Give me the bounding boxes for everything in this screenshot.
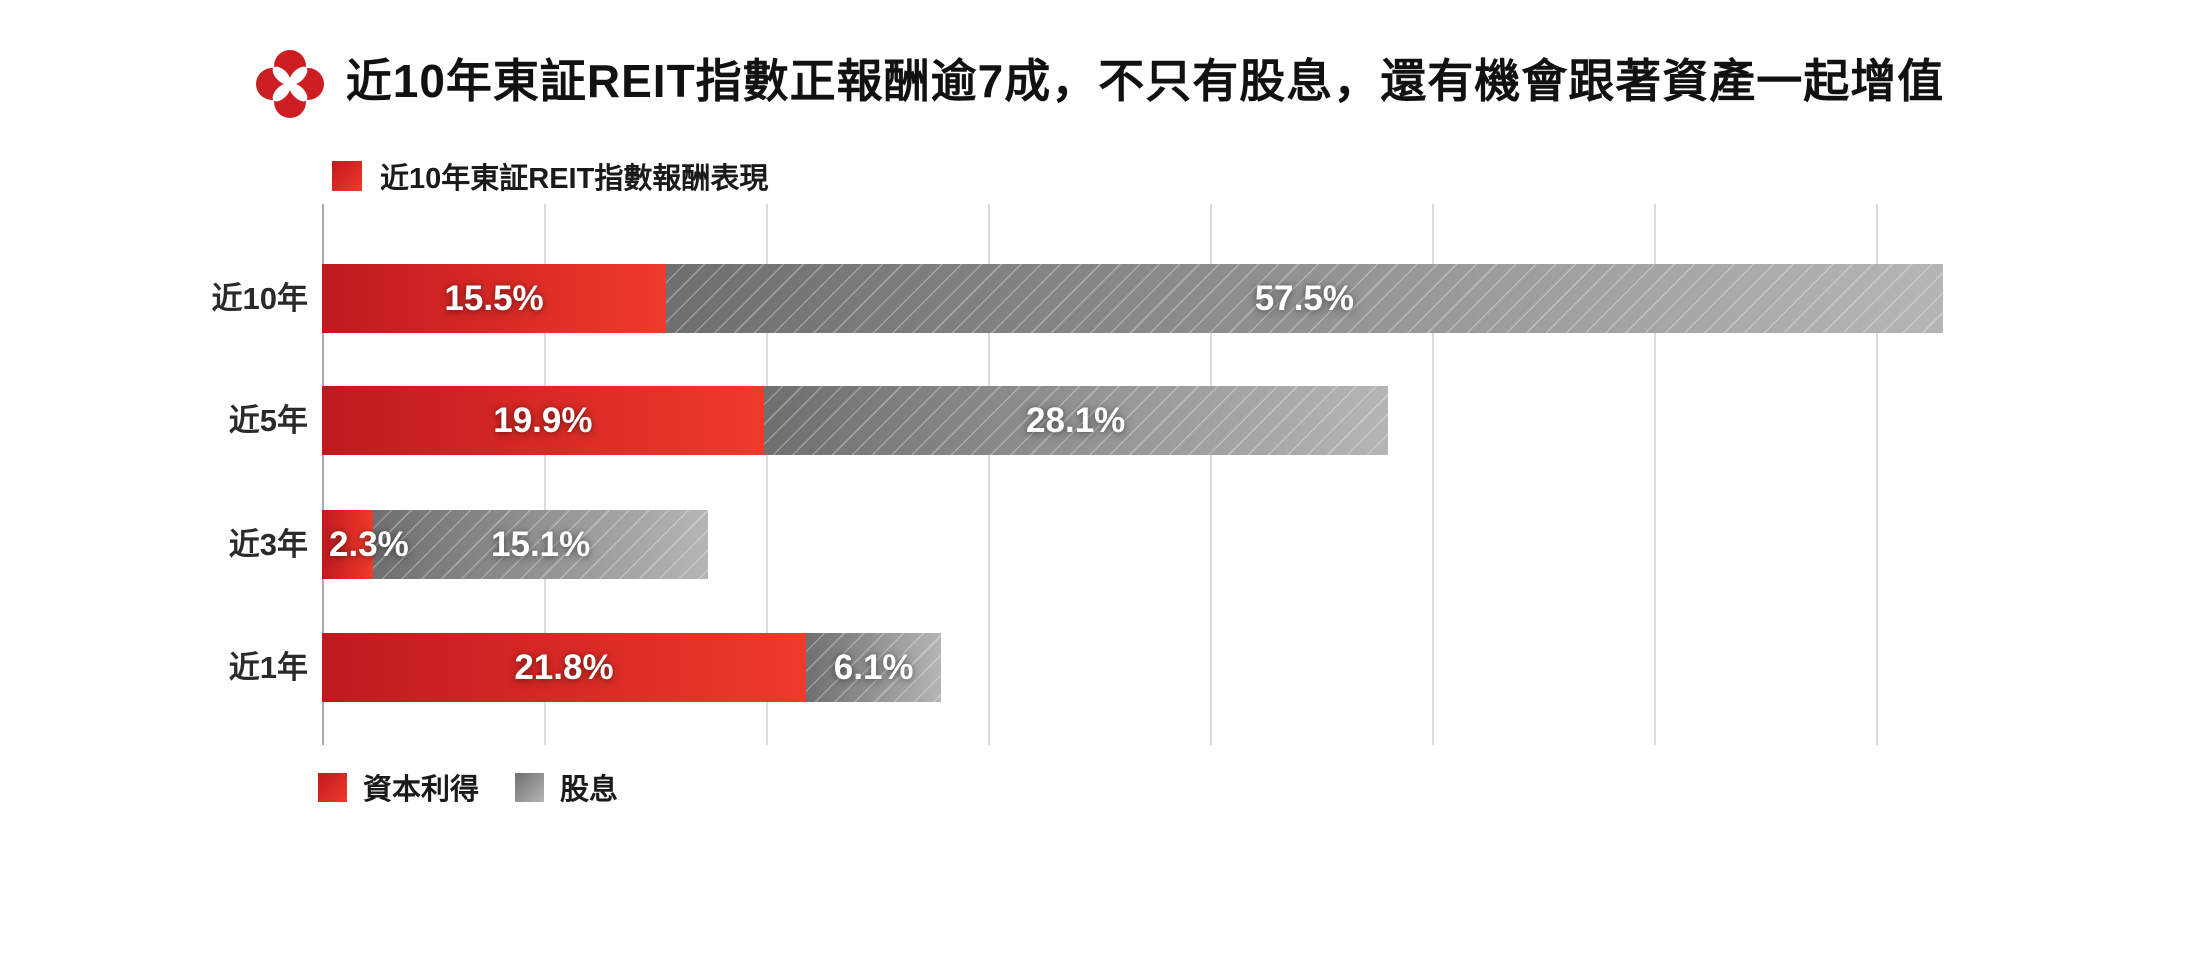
header: 近10年東証REIT指數正報酬逾7成，不只有股息，還有機會跟著資產一起增值: [0, 44, 2200, 118]
bar-track: 2.3% 15.1%: [322, 510, 2098, 579]
page-title: 近10年東証REIT指數正報酬逾7成，不只有股息，還有機會跟著資產一起增值: [345, 55, 1945, 107]
category-label: 近10年: [211, 281, 308, 316]
bar-track: 19.9% 28.1%: [322, 386, 2098, 455]
legend-item-label: 資本利得: [363, 774, 480, 806]
series-legend: 資本利得 股息: [318, 766, 618, 808]
gridline: [1876, 204, 1878, 745]
bar-segment-red: 15.5%: [322, 264, 667, 333]
chart-subtitle-legend: 近10年東証REIT指數報酬表現: [332, 155, 768, 197]
value-label: 21.8%: [514, 647, 614, 687]
bar-row: 近10年 15.5% 57.5%: [212, 264, 2098, 333]
bar-segment-gray: 57.5%: [666, 264, 1943, 333]
category-label: 近5年: [228, 403, 308, 438]
shin-kong-flower-logo-icon: [255, 50, 324, 118]
bar-segment-gray: 6.1%: [805, 633, 942, 702]
value-label: 6.1%: [833, 647, 914, 687]
value-label: 19.9%: [493, 400, 593, 440]
bar-row: 近5年 19.9% 28.1%: [229, 386, 2098, 455]
legend-item: 資本利得: [318, 766, 479, 808]
gridline: [1432, 204, 1434, 745]
red-swatch-icon: [318, 772, 347, 802]
legend-item: 股息: [515, 766, 618, 808]
bar-track: 15.5% 57.5%: [322, 264, 2098, 333]
bar-row: 近3年 2.3% 15.1%: [229, 510, 2098, 579]
chart-subtitle-label: 近10年東証REIT指數報酬表現: [380, 163, 769, 195]
bar-segment-gray: 15.1%: [373, 510, 709, 579]
bar-row: 近1年 21.8% 6.1%: [229, 633, 2098, 702]
bar-segment-red: 2.3%: [322, 510, 409, 579]
gridline: [766, 204, 768, 745]
y-axis-line: [322, 204, 324, 745]
legend-item-label: 股息: [560, 774, 619, 806]
value-label: 15.1%: [491, 524, 591, 564]
value-label: 57.5%: [1254, 278, 1354, 318]
gridline: [1210, 204, 1212, 745]
bar-segment-red: 21.8%: [322, 633, 806, 702]
red-swatch-icon: [332, 161, 362, 191]
value-label: 2.3%: [329, 524, 409, 564]
bar-segment-red: 19.9%: [322, 386, 764, 455]
value-label: 28.1%: [1026, 400, 1126, 440]
gridline: [988, 204, 990, 745]
category-label: 近1年: [228, 650, 308, 685]
value-label: 15.5%: [444, 278, 544, 318]
bar-segment-gray: 28.1%: [763, 386, 1388, 455]
gridline: [544, 204, 546, 745]
gridline: [1654, 204, 1656, 745]
gray-swatch-icon: [515, 772, 545, 802]
category-label: 近3年: [228, 527, 308, 562]
bar-chart-plot-area: 近10年 15.5% 57.5% 近5年 19.9% 28.1% 近3年 2.3% 15.1% 近…: [212, 204, 2098, 745]
bar-track: 21.8% 6.1%: [322, 633, 2098, 702]
